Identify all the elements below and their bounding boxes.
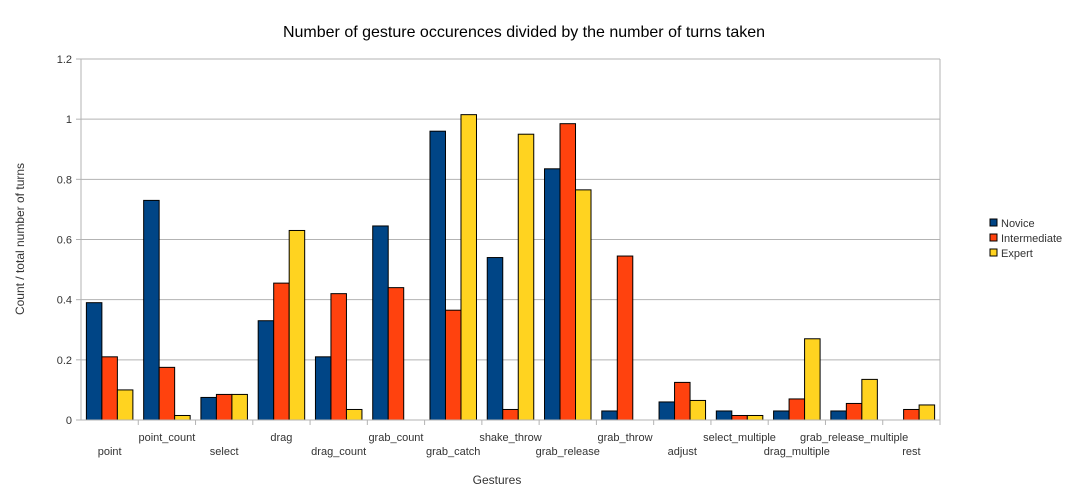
legend-swatch-intermediate: [989, 233, 998, 242]
chart-title: Number of gesture occurences divided by …: [283, 24, 765, 41]
x-tick-label: grab_count: [368, 432, 423, 444]
y-tick-label: 1.2: [57, 54, 72, 66]
bar-expert-rest: [918, 404, 936, 421]
x-tick-label: grab_catch: [426, 446, 480, 458]
bar-expert-drag: [288, 229, 306, 421]
bar-expert-drag-multiple: [804, 338, 821, 421]
x-tick-label: select_multiple: [703, 432, 776, 444]
x-axis-label: Gestures: [473, 473, 522, 487]
bar-novice-select-multiple: [715, 410, 733, 421]
legend-label-novice: Novice: [1001, 218, 1035, 230]
x-tick-label: grab_throw: [598, 432, 653, 444]
bar-novice-shake-throw: [486, 257, 504, 421]
x-tick-label: point_count: [138, 432, 195, 444]
bar-novice-grab-catch: [429, 130, 446, 421]
y-tick-label: 0.8: [57, 174, 72, 186]
bar-expert-point-count: [174, 414, 191, 421]
bar-novice-point: [85, 302, 103, 421]
bar-expert-drag-count: [345, 408, 363, 421]
x-tick-label: grab_release_multiple: [800, 432, 908, 444]
gridlines: [81, 58, 940, 421]
y-axis-label: Count / total number of turns: [13, 163, 27, 315]
bar-intermediate-grab-catch: [444, 309, 462, 421]
bar-expert-grab-catch: [460, 114, 477, 421]
bar-novice-drag-multiple: [773, 410, 790, 421]
bar-intermediate-rest: [903, 408, 920, 421]
x-tick-label: grab_release: [536, 446, 600, 458]
bar-expert-select-multiple: [746, 414, 764, 421]
bar-intermediate-grab-count: [387, 287, 405, 421]
bar-expert-grab-release-multiple: [861, 378, 878, 421]
x-tick-label: rest: [902, 446, 920, 458]
bar-intermediate-point: [101, 356, 118, 421]
x-tick-label: drag: [270, 432, 292, 444]
bar-expert-point: [116, 389, 134, 421]
bar-novice-adjust: [658, 401, 676, 421]
x-tick-label: point: [98, 446, 122, 458]
bar-intermediate-adjust: [674, 381, 691, 421]
x-tick-label: drag_multiple: [764, 446, 830, 458]
bar-novice-grab-release: [544, 168, 561, 421]
bar-intermediate-grab-release: [559, 123, 577, 421]
y-tick-label: 0: [66, 415, 72, 427]
bar-intermediate-drag-count: [330, 293, 347, 421]
legend-swatch-expert: [989, 248, 998, 257]
bar-expert-shake-throw: [517, 133, 535, 421]
legend-swatch-novice: [989, 218, 998, 227]
bar-intermediate-drag-multiple: [788, 398, 806, 421]
y-tick-label: 0.2: [57, 355, 72, 367]
y-tick-label: 1: [66, 114, 72, 126]
bar-expert-grab-release: [575, 189, 592, 421]
x-tick-label: shake_throw: [479, 432, 541, 444]
bars: [85, 114, 936, 421]
y-tick-label: 0.4: [57, 295, 72, 307]
x-tick-label: adjust: [668, 446, 697, 458]
bar-intermediate-grab-release-multiple: [845, 402, 863, 421]
bar-intermediate-grab-throw: [616, 255, 634, 421]
bar-intermediate-drag: [273, 282, 290, 421]
bar-intermediate-select-multiple: [731, 414, 748, 421]
bar-novice-grab-release-multiple: [830, 410, 847, 421]
bar-novice-grab-throw: [601, 410, 618, 421]
bar-expert-select: [231, 393, 248, 421]
legend-label-intermediate: Intermediate: [1001, 233, 1062, 245]
bar-intermediate-point-count: [158, 366, 176, 421]
bar-novice-select: [200, 396, 217, 421]
bar-expert-adjust: [689, 399, 707, 421]
x-tick-label: select: [210, 446, 239, 458]
legend: Novice Intermediate Expert: [989, 218, 1062, 260]
bar-novice-drag-count: [314, 356, 332, 421]
bar-intermediate-shake-throw: [502, 408, 519, 421]
bar-novice-point-count: [143, 199, 160, 421]
x-tick-label: drag_count: [311, 446, 366, 458]
y-tick-label: 0.6: [57, 235, 72, 247]
bar-intermediate-select: [215, 393, 233, 421]
bar-novice-drag: [257, 320, 275, 421]
bar-novice-grab-count: [372, 225, 389, 421]
legend-label-expert: Expert: [1001, 248, 1033, 260]
